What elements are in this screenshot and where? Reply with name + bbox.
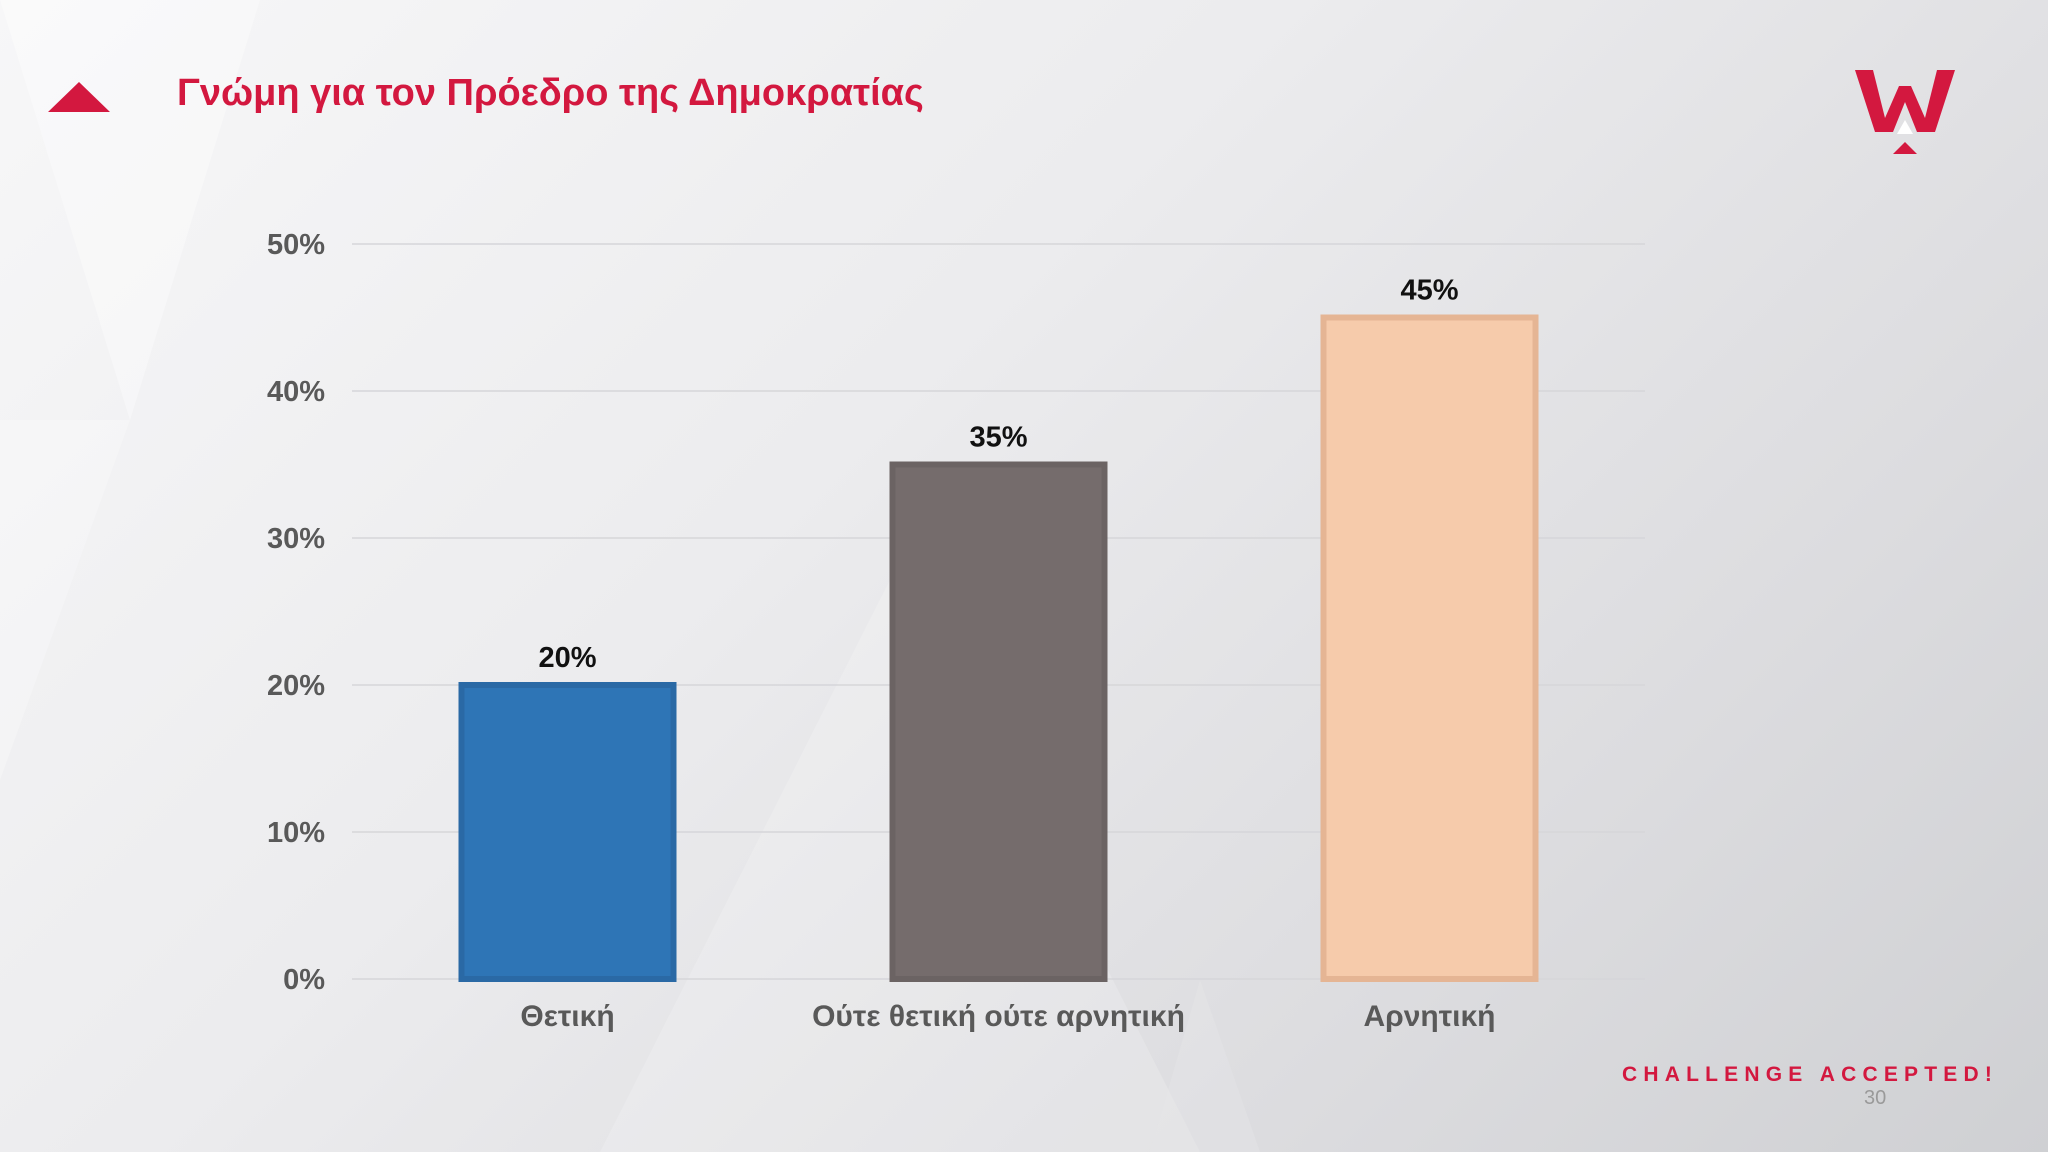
data-label: 20% xyxy=(538,642,596,674)
slide-title: Γνώμη για τον Πρόεδρο της Δημοκρατίας xyxy=(177,72,924,114)
bar-1 xyxy=(458,682,677,982)
bar-2 xyxy=(889,461,1108,982)
w-crown-logo-icon xyxy=(1855,70,1955,154)
y-tick-label: 20% xyxy=(267,670,325,702)
y-tick-label: 50% xyxy=(267,229,325,261)
y-tick-label: 10% xyxy=(267,817,325,849)
y-tick-label: 40% xyxy=(267,376,325,408)
data-label: 45% xyxy=(1400,275,1458,307)
footer-tagline: CHALLENGE ACCEPTED! xyxy=(1622,1063,1999,1086)
y-tick-label: 0% xyxy=(283,964,325,996)
page-number: 30 xyxy=(1864,1087,1887,1109)
bar-3 xyxy=(1320,314,1539,982)
category-label: Αρνητική xyxy=(1363,1000,1495,1033)
title-triangle-icon xyxy=(48,82,110,112)
y-tick-label: 30% xyxy=(267,523,325,555)
data-label: 35% xyxy=(969,422,1027,454)
category-label: Ούτε θετική ούτε αρνητική xyxy=(812,1000,1185,1033)
category-label: Θετική xyxy=(520,1000,614,1033)
